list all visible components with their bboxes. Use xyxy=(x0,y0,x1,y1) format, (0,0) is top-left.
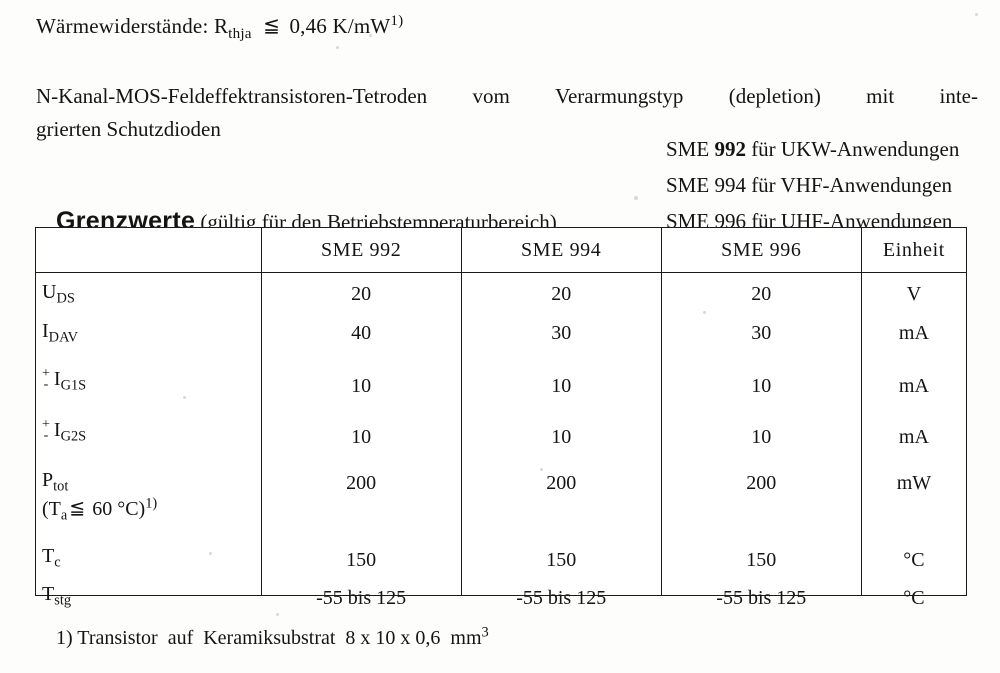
scan-speck xyxy=(183,396,186,399)
device-type-prefix: SME xyxy=(666,173,715,197)
device-type-number: 992 xyxy=(714,137,746,161)
parameter-ptot: Ptot xyxy=(42,469,69,495)
header-sme-996: SME 996 xyxy=(660,227,862,273)
scan-speck xyxy=(369,34,372,37)
device-description: N-Kanal-MOS-Feldeffektransistoren-Tetrod… xyxy=(36,80,978,146)
cell-value: -55 bis 125 xyxy=(716,587,807,609)
cell-unit: °C xyxy=(903,549,925,571)
scan-speck xyxy=(540,468,543,471)
values-column-sme-992: 20 40 10 10 200 150 -55 bis 125 xyxy=(260,272,462,609)
description-word: (depletion) xyxy=(728,84,821,108)
cell-value: 200 xyxy=(346,472,377,494)
datasheet-page: Wärmewiderstände: Rthja ≦ 0,46 K/mW1) N-… xyxy=(35,13,978,649)
thermal-resistance-value: 0,46 K/mW xyxy=(289,14,391,38)
units-column: V mA mA mA mW °C °C xyxy=(860,272,968,609)
cell-value: 200 xyxy=(746,472,777,494)
cell-value: 150 xyxy=(746,549,777,571)
cell-value: 150 xyxy=(546,549,577,571)
cell-value: 10 xyxy=(351,426,372,448)
device-type-suffix: für VHF-Anwendungen xyxy=(745,173,953,197)
cell-value: -55 bis 125 xyxy=(516,587,607,609)
scan-speck xyxy=(975,13,978,16)
header-sme-992: SME 992 xyxy=(260,227,462,273)
table-body-row: UDS IDAV + - IG1S + - IG2S Ptot xyxy=(35,272,968,609)
cell-value: -55 bis 125 xyxy=(316,587,407,609)
parameter-tstg: Tstg xyxy=(42,583,72,609)
description-word: Verarmungstyp xyxy=(555,84,684,108)
limits-table: SME 992 SME 994 SME 996 Einheit UDS IDAV xyxy=(35,227,968,609)
thermal-resistance-label: Wärmewiderstände: xyxy=(36,14,209,38)
footnote-exponent: 3 xyxy=(481,624,489,641)
cell-value: 20 xyxy=(351,283,372,305)
header-parameter xyxy=(35,227,262,273)
plus-minus-sign: + - xyxy=(42,416,50,444)
thermal-relation-operator: ≦ xyxy=(263,15,280,37)
parameter-ig1s: + - IG1S xyxy=(42,365,87,394)
footnote: 1) Transistor auf Keramiksubstrat 8 x 10… xyxy=(36,604,489,673)
device-type-992: SME 992 für UKW-Anwendungen xyxy=(645,112,959,187)
cell-value: 150 xyxy=(346,549,377,571)
cell-value: 10 xyxy=(751,426,772,448)
footnote-text: Transistor auf Keramiksubstrat 8 x 10 x … xyxy=(72,627,482,649)
parameter-ig2s: + - IG2S xyxy=(42,416,87,445)
header-sme-994: SME 994 xyxy=(460,227,662,273)
cell-unit: mA xyxy=(898,322,929,344)
cell-value: 20 xyxy=(551,283,572,305)
scan-speck xyxy=(703,311,706,314)
scan-speck xyxy=(634,196,638,200)
values-column-sme-996: 20 30 10 10 200 150 -55 bis 125 xyxy=(660,272,862,609)
description-line-2: grierten Schutzdioden xyxy=(36,117,221,141)
values-column-sme-994: 20 30 10 10 200 150 -55 bis 125 xyxy=(460,272,662,609)
cell-value: 40 xyxy=(351,322,372,344)
device-type-994: SME 994 für VHF-Anwendungen xyxy=(645,148,952,223)
parameter-ptot-condition: (Ta ≦ 60 °C)1) xyxy=(42,495,158,524)
description-line-1: N-Kanal-MOS-Feldeffektransistoren-Tetrod… xyxy=(36,80,978,113)
description-word: N-Kanal-MOS-Feldeffektransistoren-Tetrod… xyxy=(36,84,428,108)
scan-speck xyxy=(209,552,212,555)
cell-value: 10 xyxy=(351,375,372,397)
description-word: inte- xyxy=(939,84,978,108)
description-word: vom xyxy=(472,84,510,108)
thermal-resistance-symbol: Rthja xyxy=(213,14,252,42)
device-type-number: 994 xyxy=(714,173,746,197)
cell-unit: mA xyxy=(898,426,929,448)
thermal-resistance-line: Wärmewiderstände: Rthja ≦ 0,46 K/mW1) xyxy=(36,13,404,42)
header-unit: Einheit xyxy=(860,227,968,273)
device-type-prefix: SME xyxy=(666,137,715,161)
description-word: mit xyxy=(866,84,895,108)
parameter-tc: Tc xyxy=(42,545,61,571)
cell-unit: °C xyxy=(903,587,925,609)
cell-value: 30 xyxy=(751,322,772,344)
plus-minus-sign: + - xyxy=(42,365,50,393)
cell-unit: V xyxy=(906,283,922,305)
cell-value: 30 xyxy=(551,322,572,344)
scan-speck xyxy=(276,613,279,616)
parameter-column: UDS IDAV + - IG1S + - IG2S Ptot xyxy=(35,272,262,608)
cell-value: 10 xyxy=(551,375,572,397)
limits-table-header: SME 992 SME 994 SME 996 Einheit xyxy=(35,227,968,273)
parameter-idav: IDAV xyxy=(42,320,78,346)
thermal-footnote-marker: 1) xyxy=(390,13,404,30)
cell-unit: mW xyxy=(896,472,932,494)
cell-value: 200 xyxy=(546,472,577,494)
parameter-uds: UDS xyxy=(42,281,75,307)
cell-unit: mA xyxy=(898,375,929,397)
scan-speck xyxy=(336,46,339,49)
device-type-suffix: für UKW-Anwendungen xyxy=(745,137,960,161)
cell-value: 20 xyxy=(751,283,772,305)
limits-table-body: UDS IDAV + - IG1S + - IG2S Ptot xyxy=(35,272,968,609)
cell-value: 10 xyxy=(751,375,772,397)
table-header-row: SME 992 SME 994 SME 996 Einheit xyxy=(35,227,968,273)
cell-value: 10 xyxy=(551,426,572,448)
footnote-marker: 1) xyxy=(56,627,73,649)
